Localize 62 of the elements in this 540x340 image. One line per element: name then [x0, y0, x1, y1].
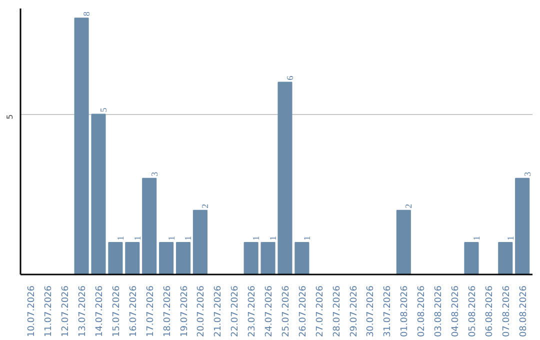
x-tick-label: 25.07.2026	[281, 285, 292, 338]
data-label: 1	[166, 236, 176, 240]
data-label: 2	[200, 204, 210, 208]
x-tick-label: 04.08.2026	[451, 285, 462, 338]
data-label: 1	[505, 236, 516, 240]
x-tick-label: 22.07.2026	[230, 285, 241, 338]
x-tick-label: 02.08.2026	[417, 285, 428, 338]
x-tick-label: 20.07.2026	[196, 285, 207, 338]
x-tick-label: 19.07.2026	[180, 285, 190, 338]
x-tick-label: 18.07.2026	[162, 285, 173, 338]
bar	[278, 82, 292, 274]
bar	[125, 242, 140, 274]
data-label: 2	[404, 204, 414, 208]
bar	[498, 242, 513, 274]
data-label: 3	[149, 171, 160, 176]
bar	[91, 114, 106, 274]
x-tick-label: 27.07.2026	[315, 285, 326, 338]
x-tick-label: 26.07.2026	[298, 285, 308, 338]
x-tick-label: 05.08.2026	[468, 285, 478, 338]
bar	[396, 210, 411, 274]
bar	[142, 178, 157, 274]
bar	[159, 242, 174, 274]
data-label: 1	[471, 236, 482, 240]
x-tick-label: 11.07.2026	[44, 285, 54, 338]
x-tick-label: 30.07.2026	[366, 285, 376, 338]
bar	[464, 242, 479, 274]
bar	[515, 178, 530, 274]
x-tick-label: 13.07.2026	[78, 285, 88, 338]
x-tick-label: 21.07.2026	[214, 285, 224, 338]
bar	[260, 242, 276, 274]
data-label: 1	[115, 236, 126, 240]
bar	[108, 242, 123, 274]
x-tick-label: 15.07.2026	[112, 285, 122, 338]
data-label: 5	[98, 107, 108, 112]
x-tick-label: 24.07.2026	[264, 285, 275, 338]
x-tick-label: 07.08.2026	[502, 285, 512, 338]
bar	[192, 210, 208, 274]
x-tick-label: 03.08.2026	[434, 285, 444, 338]
bar	[74, 18, 89, 274]
bar	[244, 242, 258, 274]
x-tick-label: 29.07.2026	[349, 285, 360, 338]
x-tick-label: 01.08.2026	[400, 285, 410, 338]
bar	[294, 242, 310, 274]
data-label: 1	[132, 236, 142, 240]
x-tick-label: 12.07.2026	[61, 285, 72, 338]
x-tick-label: 16.07.2026	[128, 285, 139, 338]
x-tick-label: 06.08.2026	[484, 285, 495, 338]
data-label: 8	[82, 11, 92, 16]
x-tick-label: 08.08.2026	[518, 285, 529, 338]
data-label: 1	[302, 236, 312, 240]
data-label: 1	[251, 236, 262, 240]
data-label: 3	[522, 171, 532, 176]
x-tick-label: 17.07.2026	[146, 285, 156, 338]
data-label: 6	[284, 75, 295, 80]
x-tick-label: 31.07.2026	[383, 285, 394, 338]
data-label: 1	[268, 236, 278, 240]
x-tick-label: 28.07.2026	[332, 285, 342, 338]
x-tick-label: 10.07.2026	[27, 285, 38, 338]
x-tick-label: 23.07.2026	[248, 285, 258, 338]
data-label: 1	[183, 236, 194, 240]
x-tick-label: 14.07.2026	[94, 285, 105, 338]
bar	[176, 242, 191, 274]
